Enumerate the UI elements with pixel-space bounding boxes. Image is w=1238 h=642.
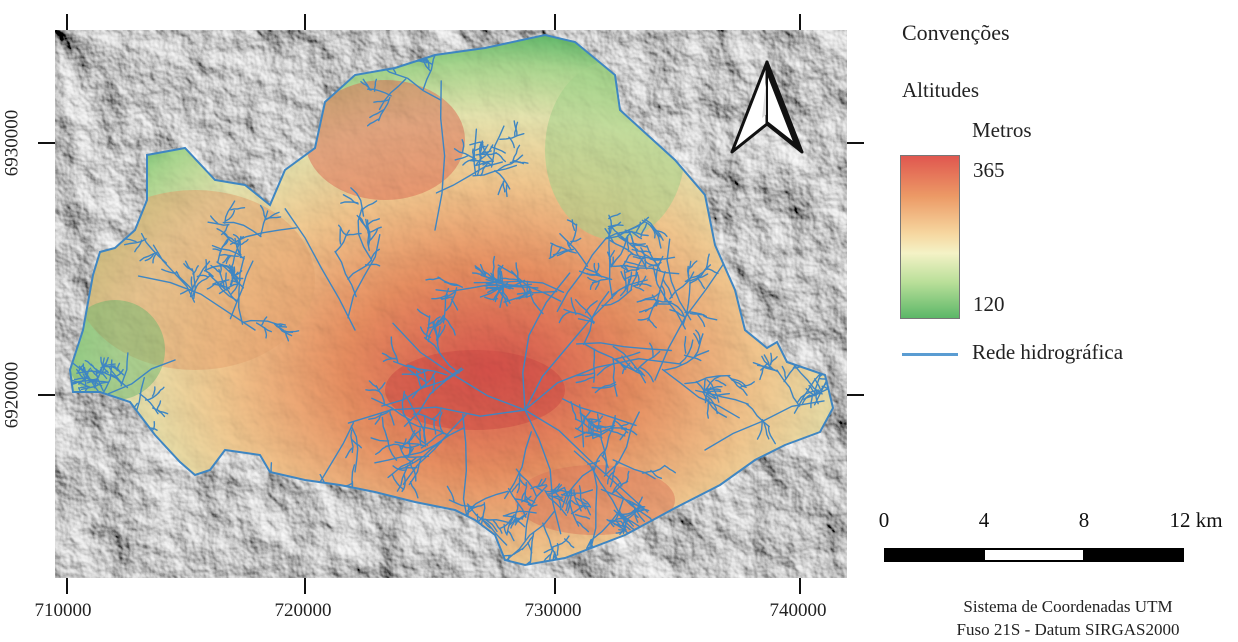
y-tick-label: 6930000 — [1, 109, 23, 177]
legend-max-value: 365 — [973, 158, 1005, 182]
x-tick-label: 720000 — [274, 600, 332, 621]
map-canvas — [55, 30, 847, 578]
legend-min-value: 120 — [973, 292, 1005, 316]
scale-label: 0 — [878, 508, 890, 532]
legend-unit: Metros — [972, 118, 1032, 142]
x-tick-label: 740000 — [769, 600, 827, 621]
scale-label: 4 — [978, 508, 990, 532]
legend-altitude-heading: Altitudes — [902, 78, 979, 102]
legend-river-label: Rede hidrográfica — [972, 340, 1124, 364]
y-tick-label: 6920000 — [1, 361, 23, 429]
scale-bar — [884, 548, 1184, 562]
elevation-color-ramp — [900, 155, 960, 319]
river-line-swatch — [902, 353, 958, 356]
scale-label: 12 km — [1169, 508, 1223, 532]
x-tick-label: 730000 — [524, 600, 582, 621]
scale-label: 8 — [1078, 508, 1090, 532]
x-tick-label: 710000 — [34, 600, 92, 621]
map-frame — [55, 30, 847, 578]
crs-line-2: Fuso 21S - Datum SIRGAS2000 — [956, 620, 1180, 639]
crs-line-1: Sistema de Coordenadas UTM — [963, 597, 1173, 616]
north-arrow-icon — [730, 60, 804, 154]
legend-title: Convenções — [902, 20, 1010, 45]
